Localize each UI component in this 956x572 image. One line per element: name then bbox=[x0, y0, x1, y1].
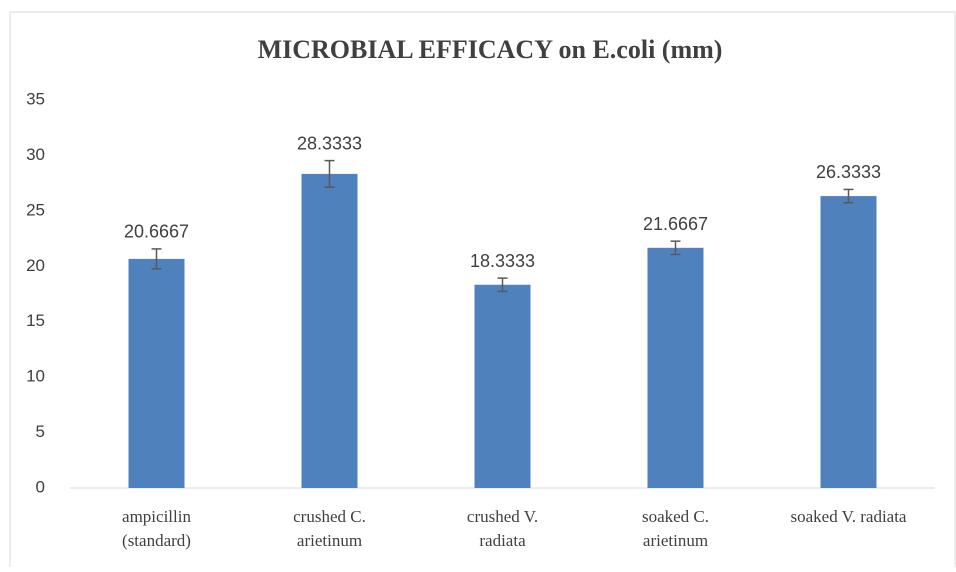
x-tick-label: crushed V. bbox=[467, 507, 538, 526]
y-tick-label: 5 bbox=[36, 422, 45, 441]
data-label: 28.3333 bbox=[297, 133, 362, 153]
x-tick-label: soaked V. radiata bbox=[791, 507, 907, 526]
y-tick-label: 10 bbox=[26, 367, 45, 386]
y-tick-label: 0 bbox=[36, 477, 45, 496]
x-tick-label: arietinum bbox=[297, 531, 362, 550]
bar bbox=[820, 196, 877, 489]
x-tick-label: ampicillin bbox=[122, 507, 191, 526]
bar bbox=[301, 173, 358, 488]
bar bbox=[128, 258, 185, 488]
data-label: 26.3333 bbox=[816, 162, 881, 182]
x-tick-label: (standard) bbox=[122, 531, 191, 550]
x-tick-label: radiata bbox=[479, 531, 526, 550]
y-tick-label: 30 bbox=[26, 145, 45, 164]
data-label: 20.6667 bbox=[124, 222, 189, 242]
chart-title: MICROBIAL EFFICACY on E.coli (mm) bbox=[258, 35, 723, 64]
y-tick-label: 35 bbox=[26, 89, 45, 108]
x-tick-label: crushed C. bbox=[293, 507, 366, 526]
y-tick-label: 20 bbox=[26, 256, 45, 275]
x-tick-label: arietinum bbox=[643, 531, 708, 550]
data-label: 18.3333 bbox=[470, 251, 535, 271]
data-label: 21.6667 bbox=[643, 214, 708, 234]
y-tick-label: 25 bbox=[26, 200, 45, 219]
bar bbox=[474, 284, 531, 488]
bar bbox=[647, 247, 704, 488]
y-tick-label: 15 bbox=[26, 311, 45, 330]
x-tick-label: soaked C. bbox=[642, 507, 709, 526]
